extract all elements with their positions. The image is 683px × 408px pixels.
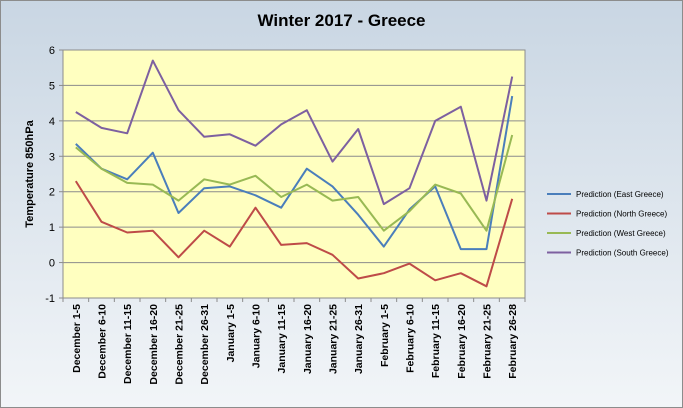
x-tick-label: January 11-15 <box>276 304 288 374</box>
x-tick-label: January 21-25 <box>328 304 340 374</box>
legend: Prediction (East Greece) Prediction (Nort… <box>547 190 669 258</box>
y-tick-label: -1 <box>45 293 55 305</box>
y-tick-label: 3 <box>49 151 55 163</box>
y-tick-label: 4 <box>49 116 55 128</box>
series-line-3 <box>75 134 514 232</box>
y-axis-label: Temperature 850hPa <box>24 119 36 227</box>
legend-entry: Prediction (North Greece) <box>576 210 667 219</box>
legend-entry: Prediction (West Greece) <box>576 229 666 238</box>
x-tick-label: January 16-20 <box>302 304 314 374</box>
x-tick-label: February 1-5 <box>379 304 391 367</box>
series-line-4 <box>75 59 514 206</box>
x-tick-label: December 6-10 <box>97 304 109 379</box>
y-tick-label: 0 <box>49 258 55 270</box>
x-tick-label: January 1-5 <box>225 304 237 363</box>
y-tick-label: 2 <box>49 187 55 199</box>
x-tick-label: January 26-31 <box>353 304 365 374</box>
series-line-2 <box>74 180 514 288</box>
y-tick-label: 5 <box>49 80 55 92</box>
x-tick-label: February 26-28 <box>507 304 519 379</box>
x-tick-label: February 21-25 <box>482 304 494 379</box>
series-lines <box>74 59 514 288</box>
x-tick-label: December 26-31 <box>199 304 211 385</box>
y-axis-ticks: -1 0 1 2 3 4 5 6 <box>45 45 63 305</box>
x-axis-ticks: December 1-5 December 6-10 December 11-15 D… <box>62 298 526 385</box>
x-tick-label: February 16-20 <box>456 304 468 379</box>
x-tick-label: February 6-10 <box>405 304 417 373</box>
series-line-1 <box>75 95 514 251</box>
x-tick-label: February 11-15 <box>430 304 442 378</box>
chart-title: Winter 2017 - Greece <box>257 11 426 30</box>
x-tick-label: December 16-20 <box>148 304 160 385</box>
x-tick-label: December 21-25 <box>174 304 186 385</box>
y-tick-label: 1 <box>49 222 55 234</box>
legend-entry: Prediction (East Greece) <box>576 190 664 199</box>
y-tick-label: 6 <box>49 45 55 57</box>
x-tick-label: December 11-15 <box>122 304 134 384</box>
legend-entry: Prediction (South Greece) <box>576 249 669 258</box>
plot-area <box>62 49 526 299</box>
x-tick-label: January 6-10 <box>251 304 263 368</box>
x-tick-label: December 1-5 <box>71 304 83 373</box>
